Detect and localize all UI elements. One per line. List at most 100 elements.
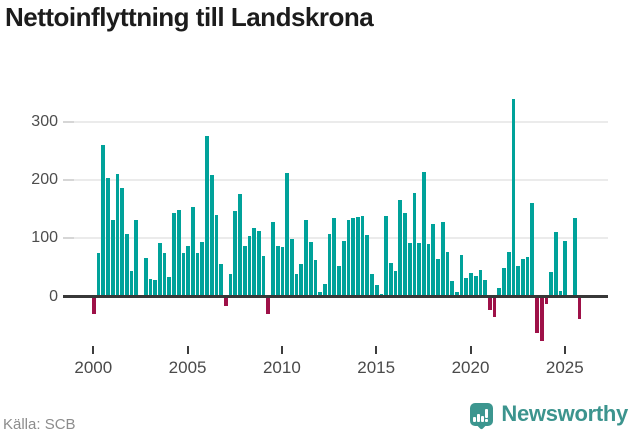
bar [181, 252, 186, 297]
bar [120, 188, 124, 297]
bar [393, 270, 398, 297]
bar [256, 231, 261, 297]
bar [252, 228, 256, 297]
bar [233, 210, 238, 297]
bar [464, 277, 469, 297]
brand-name: Newsworthy [501, 401, 628, 426]
bar [271, 222, 275, 297]
bar [469, 273, 473, 297]
bar [492, 298, 497, 318]
chart-title: Nettoinflyttning till Landskrona [5, 2, 374, 32]
bar [280, 246, 285, 297]
bar [327, 233, 332, 297]
bar [172, 212, 176, 297]
bar [398, 199, 403, 297]
bar [322, 283, 327, 297]
bar [530, 203, 535, 297]
x-axis-tick [469, 346, 472, 354]
x-axis-label: 2020 [451, 358, 490, 377]
bar [266, 298, 271, 314]
bar [525, 256, 530, 297]
bar [521, 258, 525, 297]
bar [285, 173, 289, 297]
bar [544, 298, 549, 304]
bar [200, 242, 205, 297]
bar [355, 217, 360, 297]
bar [511, 99, 516, 297]
bar [313, 259, 318, 297]
bar [101, 144, 106, 297]
bar [407, 242, 412, 297]
bar [205, 135, 209, 297]
bar [228, 273, 233, 297]
bar [214, 214, 219, 297]
bar [351, 217, 355, 297]
bar [96, 252, 101, 297]
bar [275, 245, 280, 297]
bar [238, 194, 242, 297]
bar [167, 277, 172, 297]
y-axis-tick [63, 237, 74, 240]
x-axis-tick [186, 346, 189, 354]
bar [304, 219, 308, 297]
y-axis-tick [63, 178, 74, 181]
bar [157, 243, 162, 297]
bar [91, 298, 96, 315]
bar [106, 178, 110, 297]
x-axis-label: 2000 [74, 358, 113, 377]
bar [554, 232, 558, 297]
bar [209, 175, 214, 297]
brand-lockup: Newsworthy [470, 401, 628, 430]
bar [483, 280, 487, 297]
y-axis-label: 300 [31, 112, 58, 130]
bar [223, 298, 228, 306]
bar [346, 220, 351, 297]
bar [422, 172, 426, 297]
bar [539, 298, 544, 342]
bar [440, 221, 445, 297]
bar [261, 256, 266, 297]
source-note: Källa: SCB [3, 416, 76, 433]
bar [341, 241, 346, 297]
bar [577, 298, 582, 319]
bar [186, 246, 190, 297]
bar [450, 281, 454, 297]
bar [370, 273, 374, 297]
bar [143, 258, 148, 297]
bar [488, 298, 492, 310]
x-axis-label: 2025 [545, 358, 584, 377]
y-axis-label: 100 [31, 229, 58, 247]
y-axis-tick [63, 120, 74, 123]
gridline [63, 120, 608, 123]
mini-bar-chart-icon [473, 406, 490, 422]
bar [332, 218, 337, 297]
bar [455, 292, 459, 297]
bar [247, 236, 252, 297]
bar [403, 213, 407, 297]
x-axis-tick [280, 346, 283, 354]
bar [506, 252, 511, 297]
bar [289, 238, 294, 297]
x-axis-label: 2015 [357, 358, 396, 377]
exclamation-icon [485, 408, 489, 422]
bar [572, 218, 577, 297]
bar [365, 235, 370, 297]
x-axis-label: 2005 [168, 358, 207, 377]
bar [162, 253, 167, 297]
y-axis-label: 0 [49, 287, 58, 305]
bar [360, 216, 365, 297]
bar [502, 267, 506, 297]
bar [308, 241, 313, 297]
bar [445, 252, 450, 297]
newsworthy-logo-icon [470, 402, 494, 430]
bar [384, 216, 388, 297]
bar [299, 264, 304, 297]
bar [563, 241, 568, 297]
bar [426, 244, 431, 297]
bar [412, 193, 417, 297]
bar [242, 245, 247, 297]
bar [497, 288, 502, 297]
bar [219, 263, 223, 297]
bar [558, 290, 563, 297]
bar [318, 291, 322, 297]
